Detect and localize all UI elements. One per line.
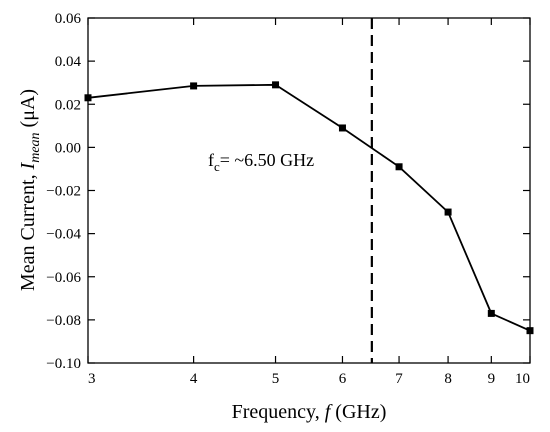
data-point-5 — [444, 208, 452, 216]
y-tick-label-−0.06: −0.06 — [46, 270, 81, 286]
x-tick-label-6: 6 — [339, 371, 347, 387]
y-tick-label-0.00: 0.00 — [55, 140, 81, 156]
x-tick-label-9: 9 — [488, 371, 496, 387]
y-tick-label-−0.04: −0.04 — [46, 227, 81, 243]
series-0-line — [87, 83, 531, 332]
data-point-2 — [272, 81, 280, 89]
y-tick-label-0.06: 0.06 — [55, 11, 82, 27]
data-point-7 — [526, 327, 534, 335]
data-point-6 — [487, 309, 495, 317]
x-tick-label-10: 10 — [515, 371, 530, 387]
y-axis-title: Mean Current, Imean (μA) — [17, 89, 43, 291]
x-axis-title: Frequency, f (GHz) — [232, 401, 387, 423]
plot-frame — [87, 17, 531, 364]
data-point-3 — [338, 124, 346, 132]
x-tick-label-5: 5 — [272, 371, 280, 387]
critical-frequency-annotation: fc= ~6.50 GHz — [208, 150, 314, 174]
y-tick-label-−0.10: −0.10 — [46, 356, 81, 372]
y-tick-label-−0.08: −0.08 — [46, 313, 81, 329]
y-tick-label-0.04: 0.04 — [55, 54, 82, 70]
x-tick-label-7: 7 — [395, 371, 403, 387]
data-point-0 — [84, 94, 92, 102]
y-tick-label-−0.02: −0.02 — [46, 184, 81, 200]
x-tick-label-3: 3 — [88, 371, 96, 387]
data-point-4 — [395, 163, 403, 171]
plot-area: 3 4 5 6 7 8 9 10 0.06 0.04 0.02 0.00 −0.02 −0.04 −0.06… — [46, 11, 534, 387]
y-tick-label-0.02: 0.02 — [55, 97, 81, 113]
x-tick-label-8: 8 — [444, 371, 452, 387]
data-point-1 — [190, 82, 198, 90]
x-tick-label-4: 4 — [190, 371, 198, 387]
